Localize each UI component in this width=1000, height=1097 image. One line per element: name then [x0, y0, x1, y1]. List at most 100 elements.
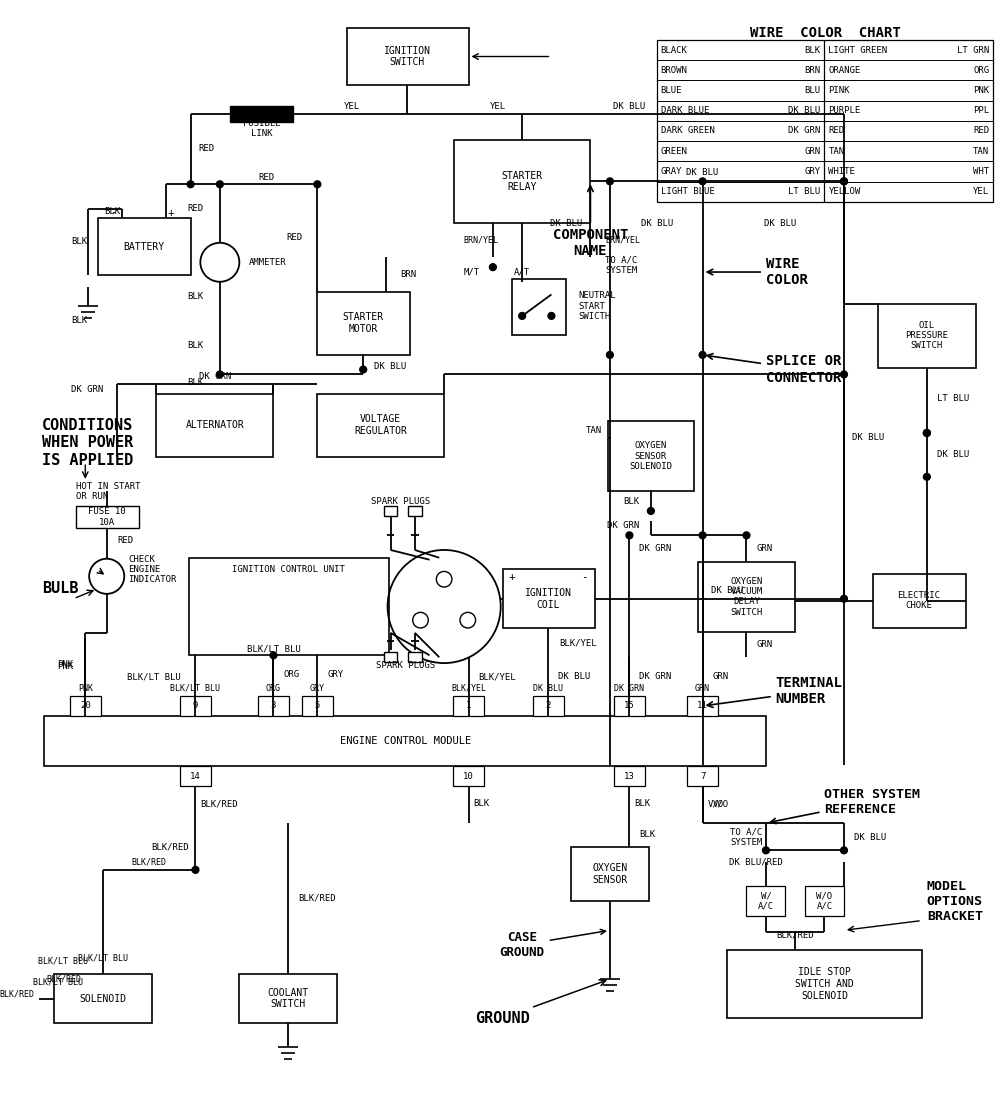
Text: DK GRN: DK GRN: [639, 543, 671, 553]
Circle shape: [841, 178, 847, 184]
Circle shape: [216, 181, 223, 188]
Text: OTHER SYSTEM
REFERENCE: OTHER SYSTEM REFERENCE: [770, 788, 920, 824]
Bar: [687, 697, 718, 715]
Text: BLK/RED: BLK/RED: [151, 842, 189, 852]
Text: BROWN: BROWN: [661, 66, 688, 75]
Bar: [70, 697, 101, 715]
Text: BLK: BLK: [105, 207, 121, 216]
Text: YEL: YEL: [343, 102, 360, 111]
Text: BLK: BLK: [187, 377, 203, 387]
Text: DK BLU: DK BLU: [686, 168, 719, 177]
Bar: [746, 886, 785, 916]
Text: MODEL
OPTIONS
BRACKET: MODEL OPTIONS BRACKET: [927, 880, 983, 923]
Text: IGNITION
SWITCH: IGNITION SWITCH: [384, 46, 431, 67]
Text: A/T: A/T: [514, 268, 530, 276]
Bar: [239, 974, 337, 1022]
Text: BLK: BLK: [639, 830, 655, 839]
Text: GRY: GRY: [327, 670, 343, 679]
Text: ORG: ORG: [266, 683, 281, 693]
Circle shape: [647, 508, 654, 514]
Text: TAN: TAN: [828, 147, 844, 156]
Text: BLK/YEL: BLK/YEL: [559, 638, 597, 647]
Text: CHECK
ENGINE
INDICATOR: CHECK ENGINE INDICATOR: [128, 555, 177, 585]
Text: BRN: BRN: [804, 66, 821, 75]
Bar: [54, 974, 152, 1022]
Text: BLK/RED: BLK/RED: [0, 989, 35, 998]
Text: PNK: PNK: [57, 663, 74, 671]
Text: DK BLU: DK BLU: [764, 218, 797, 228]
Text: STARTER
MOTOR: STARTER MOTOR: [343, 312, 384, 333]
Circle shape: [314, 181, 321, 188]
Text: RED: RED: [828, 126, 844, 136]
Bar: [453, 697, 484, 715]
Text: ELECTRIC
CHOKE: ELECTRIC CHOKE: [898, 591, 941, 610]
Text: DK BLU: DK BLU: [788, 106, 821, 115]
Circle shape: [763, 847, 769, 853]
Circle shape: [607, 178, 613, 184]
Text: DK BLU: DK BLU: [641, 218, 673, 228]
Text: OIL
PRESSURE
SWITCH: OIL PRESSURE SWITCH: [905, 320, 948, 350]
Text: GRN: GRN: [804, 147, 821, 156]
Bar: [614, 767, 645, 785]
Bar: [453, 767, 484, 785]
Bar: [156, 394, 273, 457]
Circle shape: [489, 263, 496, 271]
Text: LT BLU: LT BLU: [788, 188, 821, 196]
Text: M/T: M/T: [463, 268, 480, 276]
Text: YELLOW: YELLOW: [828, 188, 861, 196]
Text: STARTER
RELAY: STARTER RELAY: [502, 170, 543, 192]
Text: BLK: BLK: [72, 316, 88, 326]
Text: VOLTAGE
REGULATOR: VOLTAGE REGULATOR: [354, 415, 407, 436]
Text: BLK: BLK: [473, 799, 490, 808]
Text: BLK: BLK: [72, 237, 88, 247]
Text: GRN: GRN: [756, 640, 772, 649]
Text: -: -: [110, 207, 117, 217]
Circle shape: [607, 351, 613, 359]
Text: BLK: BLK: [804, 46, 821, 55]
Text: RED: RED: [198, 144, 215, 152]
Text: TO A/C
SYSTEM: TO A/C SYSTEM: [605, 256, 637, 275]
Text: V/O: V/O: [712, 799, 728, 808]
Text: LIGHT BLUE: LIGHT BLUE: [661, 188, 714, 196]
Text: WIRE  COLOR  CHART: WIRE COLOR CHART: [750, 26, 900, 41]
Text: BULB: BULB: [42, 581, 79, 597]
Text: WIRE
COLOR: WIRE COLOR: [707, 257, 808, 287]
Text: BRN: BRN: [400, 271, 416, 280]
Text: BLACK: BLACK: [661, 46, 688, 55]
Text: OXYGEN
VACUUM
DELAY
SWITCH: OXYGEN VACUUM DELAY SWITCH: [730, 577, 763, 617]
Bar: [571, 847, 649, 901]
Bar: [698, 562, 795, 632]
Text: BLK: BLK: [623, 497, 639, 506]
Circle shape: [923, 430, 930, 437]
Text: BLK/RED: BLK/RED: [200, 799, 238, 808]
Text: ORG: ORG: [283, 670, 299, 679]
Text: SPLICE OR
CONNECTOR: SPLICE OR CONNECTOR: [707, 353, 841, 385]
Circle shape: [699, 178, 706, 184]
Text: GRY: GRY: [310, 683, 325, 693]
Text: ORANGE: ORANGE: [828, 66, 861, 75]
Text: HOT IN START
OR RUN: HOT IN START OR RUN: [76, 482, 140, 501]
Text: W/
A/C: W/ A/C: [758, 892, 774, 911]
Text: TERMINAL
NUMBER: TERMINAL NUMBER: [707, 676, 843, 708]
Text: YEL: YEL: [490, 102, 506, 111]
Bar: [180, 767, 211, 785]
Bar: [873, 575, 966, 627]
Circle shape: [360, 366, 367, 373]
Text: BATTERY: BATTERY: [123, 241, 164, 251]
Text: GREEN: GREEN: [661, 147, 688, 156]
Text: BLK: BLK: [187, 341, 203, 350]
Text: GRY: GRY: [804, 167, 821, 176]
Bar: [230, 106, 293, 122]
Text: RED: RED: [287, 234, 303, 242]
Text: TAN: TAN: [586, 426, 602, 434]
Text: DK GRN: DK GRN: [607, 521, 639, 530]
Text: 13: 13: [624, 771, 635, 781]
Text: LT GRN: LT GRN: [957, 46, 989, 55]
Text: CASE
GROUND: CASE GROUND: [500, 929, 605, 959]
Text: DK GRN: DK GRN: [788, 126, 821, 136]
Text: DK GRN: DK GRN: [199, 372, 231, 381]
Text: BLK/RED: BLK/RED: [776, 930, 814, 940]
Bar: [608, 421, 694, 491]
Bar: [805, 886, 844, 916]
Bar: [180, 697, 211, 715]
